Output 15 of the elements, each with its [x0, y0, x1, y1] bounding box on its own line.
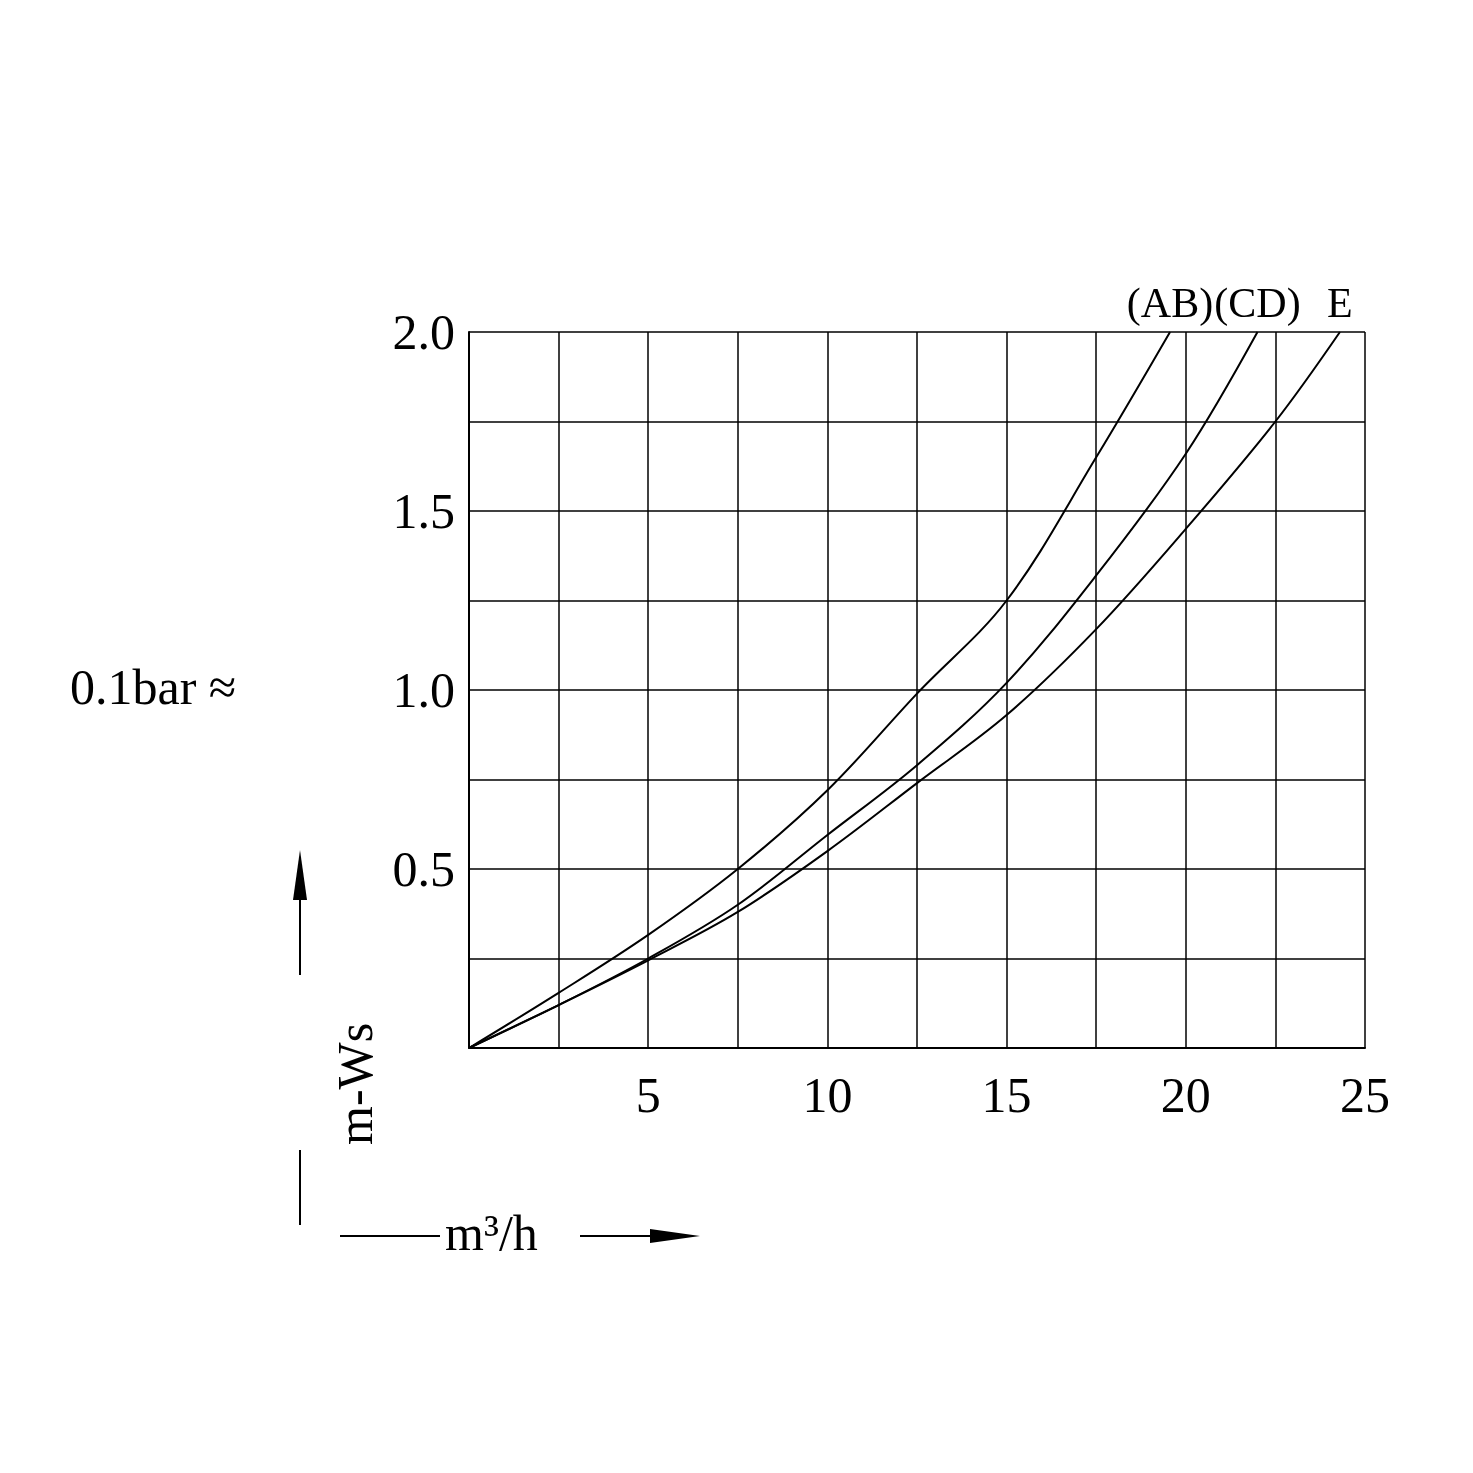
series-label: (CD) — [1214, 280, 1301, 327]
x-tick-label: 15 — [981, 1067, 1032, 1123]
y-tick-label: 1.0 — [392, 662, 455, 718]
series-label: E — [1327, 280, 1353, 326]
y-tick-label: 1.5 — [392, 483, 455, 539]
y-axis-title: m-Ws — [327, 1022, 383, 1145]
series-label: (AB) — [1126, 280, 1214, 327]
x-axis-title: m³/h — [445, 1205, 538, 1261]
x-tick-label: 25 — [1340, 1067, 1390, 1123]
y-tick-label: 0.5 — [392, 841, 455, 897]
x-tick-label: 10 — [802, 1067, 853, 1123]
x-tick-label: 5 — [635, 1067, 661, 1123]
x-tick-label: 20 — [1160, 1067, 1211, 1123]
y-tick-label: 2.0 — [392, 304, 455, 360]
text: 0.1bar ≈ — [70, 659, 237, 715]
